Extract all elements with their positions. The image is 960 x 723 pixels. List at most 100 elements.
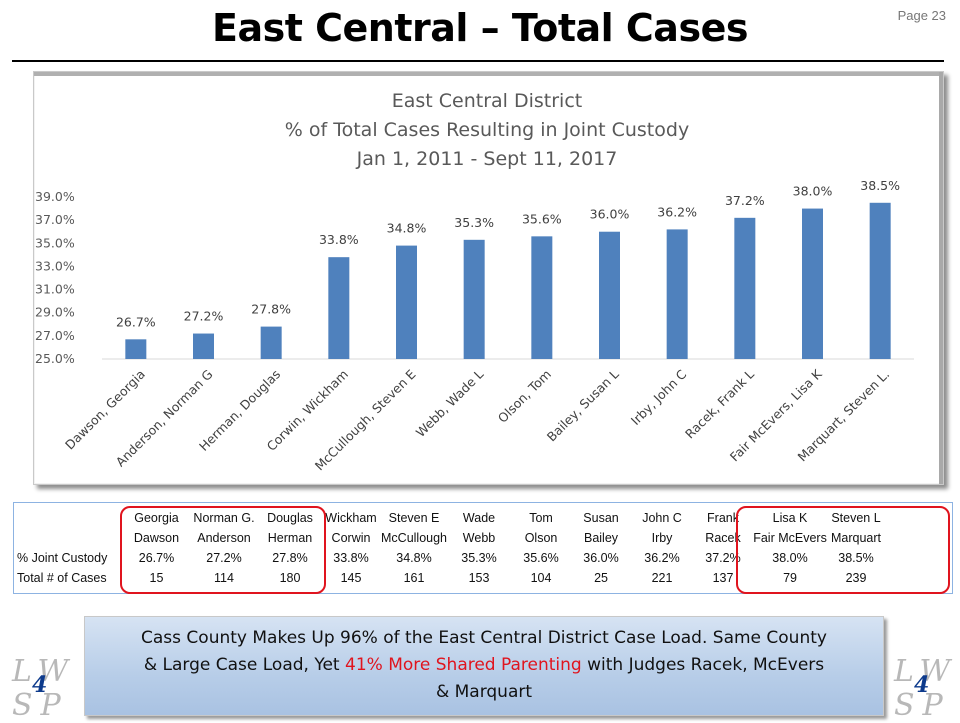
data-label: 33.8% — [319, 232, 359, 247]
first-name-cell: Tom — [529, 511, 553, 525]
joint-custody-cell: 36.0% — [583, 551, 619, 565]
highlight-right-group — [736, 506, 950, 594]
last-name-cell: Webb — [462, 531, 496, 545]
last-name-row: Dawson Anderson Herman Corwin McCullough Webb… — [14, 528, 885, 548]
joint-custody-cell: 33.8% — [333, 551, 369, 565]
data-table: Georgia Norman G. Douglas Wickham Steven E Wa… — [14, 508, 885, 588]
y-tick-label: 35.0% — [35, 235, 75, 250]
first-name-cell: Georgia — [134, 511, 179, 525]
bar-chart: East Central District % of Total Cases Re… — [35, 90, 914, 473]
logo-number: 4 — [32, 672, 48, 698]
first-name-cell: Frank — [707, 511, 739, 525]
summary-line-2-start: & Large Case Load, Yet — [143, 655, 346, 675]
joint-custody-cell: 38.0% — [772, 551, 808, 565]
table-corner — [14, 508, 124, 528]
bar — [869, 202, 891, 359]
category-label: Irby, John C — [628, 366, 690, 428]
total-cases-row: Total # of Cases 15 114 180 145 161 153 104 25 22… — [14, 568, 885, 588]
data-label: 35.6% — [522, 211, 562, 226]
y-tick-label: 39.0% — [35, 189, 75, 204]
y-tick-label: 25.0% — [35, 351, 75, 366]
data-label: 26.7% — [116, 314, 156, 329]
joint-custody-row: % Joint Custody 26.7% 27.2% 27.8% 33.8% 34.8%… — [14, 548, 885, 568]
chart-title-line: Jan 1, 2011 - Sept 11, 2017 — [356, 148, 618, 170]
bar — [193, 333, 214, 359]
joint-custody-cell: 27.2% — [206, 551, 242, 565]
bar — [599, 231, 620, 359]
category-label: Webb, Wade L — [413, 366, 487, 440]
total-cases-cell: 161 — [403, 571, 425, 585]
joint-custody-label: % Joint Custody — [17, 551, 108, 565]
total-cases-label: Total # of Cases — [17, 571, 107, 585]
first-name-cell: Douglas — [267, 511, 313, 525]
summary-callout: Cass County Makes Up 96% of the East Cen… — [84, 616, 884, 716]
joint-custody-cell: 35.3% — [461, 551, 497, 565]
logo-top-letters: LW — [12, 654, 77, 689]
total-cases-cell: 221 — [651, 571, 673, 585]
summary-line-2-end: with Judges Racek, McEvers — [581, 655, 825, 675]
first-name-row: Georgia Norman G. Douglas Wickham Steven E Wa… — [14, 508, 885, 528]
last-name-cell: Bailey — [583, 531, 619, 545]
y-tick-label: 29.0% — [35, 305, 75, 320]
bar — [125, 339, 147, 359]
y-tick-label: 33.0% — [35, 258, 75, 273]
last-name-cell: Anderson — [197, 531, 251, 545]
last-name-cell: Racek — [705, 531, 741, 545]
summary-line-3: & Marquart — [435, 682, 533, 702]
data-label: 27.2% — [184, 309, 224, 324]
bar — [531, 236, 553, 359]
last-name-cell: Irby — [651, 531, 673, 545]
total-cases-cell: 25 — [594, 571, 608, 585]
judge-data-table: Georgia Norman G. Douglas Wickham Steven E Wa… — [13, 502, 953, 594]
summary-line-1: Cass County Makes Up 96% of the East Cen… — [141, 628, 827, 648]
category-label: Olson, Tom — [495, 367, 554, 426]
first-name-cell: Wickham — [325, 511, 377, 525]
joint-custody-cell: 37.2% — [705, 551, 741, 565]
total-cases-cell: 153 — [468, 571, 490, 585]
y-tick-label: 31.0% — [35, 282, 75, 297]
joint-custody-cell: 36.2% — [644, 551, 680, 565]
summary-text: Cass County Makes Up 96% of the East Cen… — [85, 625, 883, 706]
joint-custody-cell: 35.6% — [523, 551, 559, 565]
last-name-cell: Corwin — [331, 531, 371, 545]
total-cases-cell: 79 — [783, 571, 797, 585]
first-name-cell: Lisa K — [772, 511, 808, 525]
first-name-cell: Wade — [462, 511, 496, 525]
chart-frame: East Central District % of Total Cases Re… — [33, 71, 944, 485]
total-cases-cell: 145 — [340, 571, 362, 585]
bar — [802, 208, 823, 359]
table-corner — [14, 528, 124, 548]
last-name-cell: McCullough — [381, 531, 448, 545]
data-label: 37.2% — [725, 193, 765, 208]
y-tick-label: 37.0% — [35, 212, 75, 227]
bar — [328, 257, 350, 359]
logo-number: 4 — [914, 672, 930, 698]
data-label: 36.0% — [590, 207, 630, 222]
category-label: Racek, Frank L — [682, 366, 757, 441]
first-name-cell: Norman G. — [193, 511, 255, 525]
data-label: 38.0% — [793, 184, 833, 199]
summary-highlight: 41% More Shared Parenting — [345, 655, 582, 675]
total-cases-cell: 104 — [530, 571, 552, 585]
slide-title: East Central – Total Cases — [212, 6, 748, 50]
logo-bottom-letters: SP — [894, 688, 951, 723]
page-number: Page 23 — [897, 8, 946, 23]
total-cases-cell: 15 — [149, 571, 164, 585]
joint-custody-cell: 34.8% — [396, 551, 432, 565]
bar — [734, 217, 756, 359]
data-label: 38.5% — [860, 178, 900, 193]
chart-title-line: East Central District — [392, 90, 583, 112]
chart-title-line: % of Total Cases Resulting in Joint Cust… — [285, 119, 689, 141]
logo-top-letters: LW — [894, 654, 959, 689]
bar — [396, 245, 417, 359]
data-label: 27.8% — [251, 302, 291, 317]
first-name-cell: John C — [642, 511, 682, 525]
y-tick-label: 27.0% — [35, 328, 75, 343]
joint-custody-cell: 26.7% — [138, 551, 175, 565]
last-name-cell: Dawson — [133, 531, 180, 545]
lwsp-logo-left: LW 4 SP — [12, 654, 70, 723]
logo-bottom-letters: SP — [12, 688, 69, 723]
bar — [463, 239, 485, 359]
data-label: 36.2% — [657, 204, 697, 219]
lwsp-logo-right: LW 4 SP — [894, 654, 952, 723]
